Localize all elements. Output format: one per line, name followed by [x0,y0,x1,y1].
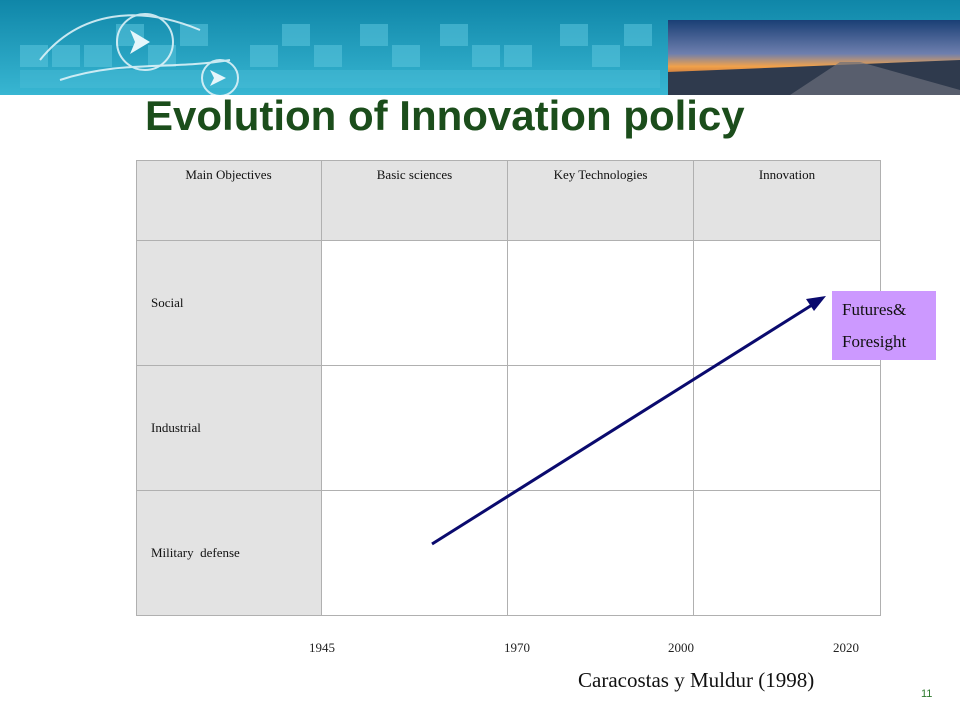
row-label-text: Social [151,295,184,310]
grid-cell [694,366,881,491]
year-label-1945: 1945 [309,640,335,655]
year-label-2000: 2000 [668,640,694,655]
grid-cell [508,491,694,616]
grid-cell [322,241,508,366]
grid-cell [322,491,508,616]
futures-foresight-callout: Futures& Foresight [832,291,936,360]
page-title: Evolution of Innovation policy [145,92,745,139]
row-label-military-defense: Military defense [136,491,322,616]
callout-line-2: Foresight [842,332,907,351]
grid-cell [508,366,694,491]
row-label-text: Military defense [151,545,240,560]
citation: Caracostas y Muldur (1998) [578,668,815,692]
year-label-2020: 2020 [833,640,859,655]
row-label-text: Industrial [151,420,201,435]
header-basic-sciences: Basic sciences [322,160,508,241]
grid-cell [694,491,881,616]
page-number: 11 [921,688,933,700]
header-key-technologies: Key Technologies [508,160,694,241]
callout-line-1: Futures& [842,300,907,319]
year-label-1970: 1970 [504,640,530,655]
header-main-objectives: Main Objectives [136,160,322,241]
row-label-industrial: Industrial [136,366,322,491]
header-innovation: Innovation [694,160,881,241]
grid-cell [508,241,694,366]
header-banner [0,0,960,95]
grid-cell [322,366,508,491]
row-label-social: Social [136,241,322,366]
policy-grid: Main Objectives Basic sciences Key Techn… [136,160,881,616]
